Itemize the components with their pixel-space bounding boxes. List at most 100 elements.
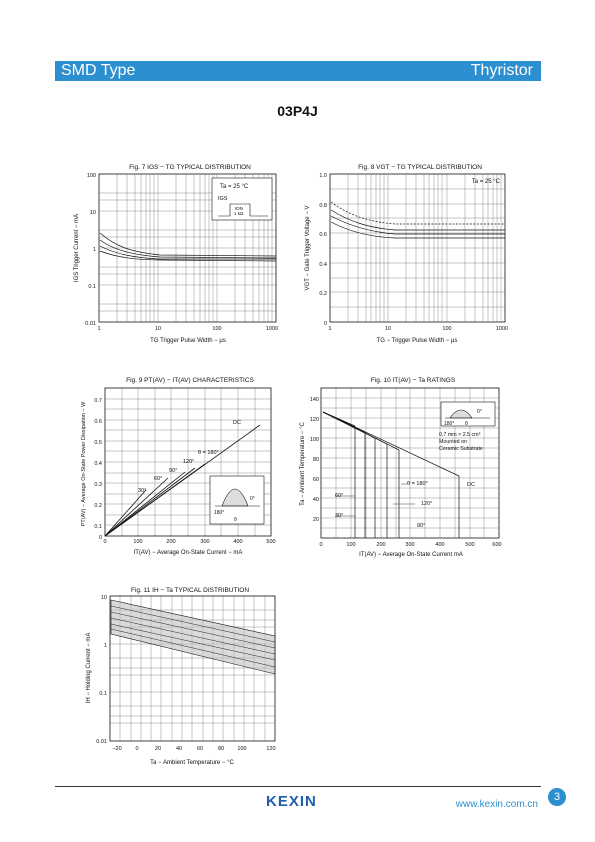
fig7-ytick: 0.1 <box>88 284 96 290</box>
fig9-title: Fig. 9 PT(AV) − IT(AV) CHARACTERISTICS <box>126 377 254 384</box>
fig8-ytick: 0.2 <box>319 291 327 297</box>
fig10-curve-label: θ = 180° <box>407 481 428 487</box>
fig9-inset-c: 0° <box>250 496 255 502</box>
fig10-xtick: 400 <box>435 542 444 548</box>
page-number: 3 <box>548 788 566 806</box>
fig7-xtick: 10 <box>155 326 161 332</box>
fig8-xtick: 1 <box>328 326 331 332</box>
fig10-note: 0.7 mm × 2.5 cm² <box>439 432 481 438</box>
fig7-inset-a: IGS <box>218 196 228 202</box>
fig9-curve-label: 60° <box>154 476 162 482</box>
fig8-ylabel: VGT − Gate Trigger Voltage − V <box>305 206 311 291</box>
fig7-xtick: 1 <box>97 326 100 332</box>
fig11-xtick: 60 <box>197 746 203 752</box>
fig9-ytick: 0.4 <box>94 461 102 467</box>
fig9-xtick: 200 <box>166 539 175 545</box>
figure-9: Fig. 9 PT(AV) − IT(AV) CHARACTERISTICS D… <box>70 372 285 560</box>
fig9-ytick: 0.3 <box>94 482 102 488</box>
fig10-xtick: 200 <box>376 542 385 548</box>
fig11-ytick: 0.01 <box>96 739 107 745</box>
fig10-curve-label: 120° <box>421 501 432 507</box>
fig10-xtick: 300 <box>405 542 414 548</box>
fig11-title: Fig. 11 IH − Ta TYPICAL DISTRIBUTION <box>131 587 249 594</box>
fig11-xtick: 100 <box>237 746 246 752</box>
fig10-xlabel: IT(AV) − Average On-State Current mA <box>359 552 463 558</box>
fig10-ytick: 120 <box>310 417 319 423</box>
fig9-curve-label: 90° <box>169 468 177 474</box>
fig10-curve-label: 90° <box>417 523 425 529</box>
fig9-curve-label: 30° <box>138 488 146 494</box>
fig11-xlabel: Ta − Ambient Temperature − °C <box>150 760 234 766</box>
fig7-ylabel: IGS Trigger Current − mA <box>74 214 80 282</box>
footer-divider <box>55 786 541 787</box>
fig8-ytick: 0.8 <box>319 203 327 209</box>
fig9-curve-label: DC <box>233 420 241 426</box>
fig10-ytick: 100 <box>310 437 319 443</box>
fig8-ytick: 0.6 <box>319 232 327 238</box>
fig7-inset-b: tON <box>235 206 243 211</box>
fig9-xtick: 300 <box>200 539 209 545</box>
kexin-logo: KEXIN <box>266 793 317 810</box>
fig10-ytick: 80 <box>313 457 319 463</box>
fig9-curve-label: θ = 180° <box>198 450 219 456</box>
fig9-xtick: 0 <box>103 539 106 545</box>
fig11-xtick: −20 <box>112 746 121 752</box>
fig7-title: Fig. 7 IGS − TG TYPICAL DISTRIBUTION <box>129 164 251 171</box>
fig10-ytick: 140 <box>310 397 319 403</box>
figure-11: Fig. 11 IH − Ta TYPICAL DISTRIBUTION 10 … <box>70 582 290 772</box>
website-link[interactable]: www.kexin.com.cn <box>455 799 538 810</box>
fig8-xtick: 100 <box>442 326 451 332</box>
fig10-xtick: 600 <box>492 542 501 548</box>
fig9-xtick: 400 <box>233 539 242 545</box>
header-type: SMD Type <box>61 62 136 79</box>
fig10-title: Fig. 10 IT(AV) − Ta RATINGS <box>371 377 456 384</box>
fig9-inset-b: θ <box>234 517 237 523</box>
fig10-curve-label: DC <box>467 482 475 488</box>
fig10-ytick: 40 <box>313 497 319 503</box>
fig10-inset-a: 180° <box>444 421 454 427</box>
fig7-condition: Ta = 25 °C <box>220 184 249 190</box>
fig11-xtick: 20 <box>155 746 161 752</box>
figure-7: Fig. 7 IGS − TG TYPICAL DISTRIBUTION Ta … <box>60 158 285 348</box>
fig7-ytick: 100 <box>87 173 96 179</box>
part-number: 03P4J <box>277 103 318 119</box>
fig11-xtick: 120 <box>266 746 275 752</box>
fig8-xtick: 10 <box>385 326 391 332</box>
fig7-xtick: 1000 <box>266 326 278 332</box>
fig9-ytick: 0 <box>99 535 102 541</box>
fig9-ytick: 0.1 <box>94 524 102 530</box>
fig10-ylabel: Ta − Ambient Temperature − °C <box>300 422 306 506</box>
fig10-note: Ceramic Substrate <box>439 446 483 452</box>
fig7-inset-c: 1 kΩ <box>234 211 244 216</box>
header-banner: SMD Type Thyristor <box>55 61 541 81</box>
fig9-curve-label: 120° <box>183 459 194 465</box>
fig10-xtick: 100 <box>346 542 355 548</box>
fig7-ytick: 10 <box>90 210 96 216</box>
fig11-ytick: 1 <box>104 643 107 649</box>
fig8-xlabel: TG − Trigger Pulse Width − μs <box>377 338 458 344</box>
fig10-ytick: 60 <box>313 477 319 483</box>
fig11-ytick: 0.1 <box>99 691 107 697</box>
fig7-ytick: 0.01 <box>85 321 96 327</box>
fig9-ytick: 0.5 <box>94 440 102 446</box>
fig9-xlabel: IT(AV) − Average On-State Current − mA <box>134 550 243 556</box>
fig7-xlabel: TG Trigger Pulse Width − μs <box>150 338 226 344</box>
fig10-inset-c: 0° <box>477 409 482 415</box>
figure-8: Fig. 8 VGT − TG TYPICAL DISTRIBUTION Ta … <box>295 158 520 348</box>
fig8-xtick: 1000 <box>496 326 508 332</box>
header-category: Thyristor <box>470 62 533 79</box>
fig9-xtick: 500 <box>266 539 275 545</box>
fig9-ytick: 0.2 <box>94 503 102 509</box>
fig9-ytick: 0.6 <box>94 419 102 425</box>
fig8-condition: Ta = 25 °C <box>472 179 501 185</box>
fig9-ylabel: PT(AV) − Average On-State Power Dissipat… <box>81 401 87 526</box>
fig9-xtick: 100 <box>133 539 142 545</box>
fig7-ytick: 1 <box>93 247 96 253</box>
fig10-inset-b: θ <box>465 421 468 427</box>
fig8-ytick: 0 <box>324 321 327 327</box>
figure-10: Fig. 10 IT(AV) − Ta RATINGS DC θ = 180° … <box>295 372 520 562</box>
fig10-note: Mounted on <box>439 439 467 445</box>
fig11-xtick: 80 <box>218 746 224 752</box>
fig7-xtick: 100 <box>212 326 221 332</box>
fig10-xtick: 500 <box>465 542 474 548</box>
